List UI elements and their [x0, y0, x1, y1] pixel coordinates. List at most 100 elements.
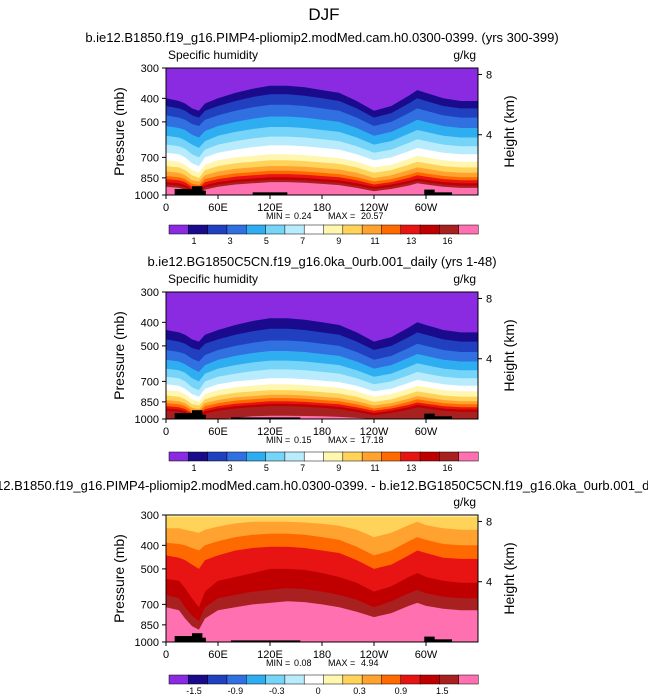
- x-tick-label: 60W: [415, 649, 438, 661]
- colorbar: -1.5 -0.9 -0.3 0 0.3 0.9 1.5: [168, 674, 479, 694]
- colorbar: 1 3 5 7 9 11 13 16: [168, 224, 479, 246]
- x-tick-label: 60W: [415, 426, 438, 438]
- colorbar-swatch: [303, 224, 325, 235]
- colorbar-swatch: [207, 451, 228, 462]
- x-tick-label: 60E: [208, 426, 228, 438]
- colorbar-swatch: [246, 224, 267, 235]
- max-value: 4.94: [361, 658, 379, 668]
- colorbar-swatch: [246, 451, 267, 462]
- colorbar-label: 7: [300, 236, 305, 246]
- colorbar-swatch: [303, 451, 325, 462]
- min-value: 0.24: [294, 211, 312, 221]
- height-tick-label: 4: [486, 577, 492, 589]
- panel-left-label: Specific humidity: [168, 48, 258, 62]
- y-tick-label: 850: [141, 620, 159, 632]
- x-tick-label: 180: [313, 649, 331, 661]
- colorbar-swatch: [168, 674, 189, 685]
- topography-block: [174, 636, 192, 642]
- min-label: MIN =: [266, 658, 290, 668]
- panel-left-label: Specific humidity: [168, 272, 258, 286]
- min-label: MIN =: [266, 435, 290, 445]
- x-tick-label: 60W: [415, 202, 438, 214]
- y-tick-label: 850: [141, 397, 159, 409]
- colorbar-label: 1: [191, 463, 196, 473]
- colorbar-swatch: [419, 674, 440, 685]
- topography-block: [198, 414, 206, 419]
- colorbar-label: -1.5: [186, 686, 202, 694]
- height-tick-label: 4: [486, 130, 492, 142]
- colorbar-label: 11: [370, 236, 379, 246]
- max-label: MAX =: [328, 211, 355, 221]
- plot-area: [166, 292, 478, 419]
- colorbar-label: 11: [370, 463, 379, 473]
- y-tick-label: 700: [141, 599, 159, 611]
- colorbar-swatch: [361, 674, 382, 685]
- x-tick-label: 120W: [360, 202, 389, 214]
- y-right-axis-label: Height (km): [501, 95, 517, 167]
- topography-block: [174, 413, 192, 419]
- topography-block: [192, 186, 203, 195]
- y-tick-label: 850: [141, 173, 159, 185]
- colorbar-label: 9: [336, 236, 341, 246]
- colorbar-swatch: [458, 674, 479, 685]
- colorbar-swatch: [284, 451, 305, 462]
- y-tick-label: 400: [141, 93, 159, 105]
- y-tick-label: 700: [141, 152, 159, 164]
- contour-band: [166, 406, 478, 419]
- topography-block: [252, 192, 288, 195]
- colorbar-swatch: [168, 451, 189, 462]
- colorbar-swatch: [188, 674, 209, 685]
- panel-units-label: g/kg: [453, 48, 476, 62]
- y-tick-label: 300: [141, 287, 159, 299]
- x-tick-label: 0: [163, 649, 169, 661]
- colorbar: 1 3 5 7 9 11 13 16: [168, 451, 479, 473]
- contour-band: [166, 601, 478, 642]
- height-tick-label: 4: [486, 354, 492, 366]
- colorbar-swatch: [342, 451, 363, 462]
- colorbar-swatch: [458, 451, 479, 462]
- colorbar-swatch: [361, 451, 382, 462]
- colorbar-swatch: [419, 224, 440, 235]
- panel-title: b.ie12.B1850.f19_g16.PIMP4-pliomip2.modM…: [0, 478, 648, 493]
- colorbar-swatch: [419, 451, 440, 462]
- topography-block: [431, 416, 452, 419]
- y-tick-label: 500: [141, 564, 159, 576]
- panel-1: b.ie12.B1850.f19_g16.PIMP4-pliomip2.modM…: [85, 30, 558, 246]
- colorbar-label: 5: [264, 236, 269, 246]
- height-tick-label: 8: [486, 293, 492, 305]
- height-tick-label: 8: [486, 516, 492, 528]
- x-tick-label: 120W: [360, 649, 389, 661]
- colorbar-label: 16: [442, 463, 452, 473]
- colorbar-swatch: [226, 674, 247, 685]
- panel-3: b.ie12.B1850.f19_g16.PIMP4-pliomip2.modM…: [0, 478, 648, 694]
- topography-block: [231, 417, 301, 419]
- figure-title: DJF: [308, 5, 339, 24]
- colorbar-swatch: [284, 224, 305, 235]
- colorbar-swatch: [284, 674, 305, 685]
- x-tick-label: 120W: [360, 426, 389, 438]
- y-right-axis-label: Height (km): [501, 542, 517, 614]
- height-tick-label: 8: [486, 69, 492, 81]
- topography-block: [424, 189, 435, 195]
- colorbar-label: 9: [336, 463, 341, 473]
- y-tick-label: 400: [141, 540, 159, 552]
- topography-block: [424, 413, 435, 419]
- colorbar-swatch: [303, 674, 325, 685]
- topography-block: [174, 189, 192, 195]
- x-tick-label: 0: [163, 426, 169, 438]
- colorbar-swatch: [381, 224, 402, 235]
- min-label: MIN =: [266, 211, 290, 221]
- x-tick-label: 60E: [208, 202, 228, 214]
- colorbar-swatch: [265, 224, 286, 235]
- x-tick-label: 180: [313, 426, 331, 438]
- panel-units-label: g/kg: [453, 272, 476, 286]
- x-tick-label: 180: [313, 202, 331, 214]
- colorbar-swatch: [439, 224, 460, 235]
- max-value: 20.57: [361, 211, 384, 221]
- colorbar-swatch: [323, 451, 344, 462]
- colorbar-swatch: [381, 451, 402, 462]
- colorbar-label: 3: [228, 236, 233, 246]
- colorbar-swatch: [226, 224, 247, 235]
- colorbar-swatch: [207, 224, 228, 235]
- colorbar-swatch: [265, 451, 286, 462]
